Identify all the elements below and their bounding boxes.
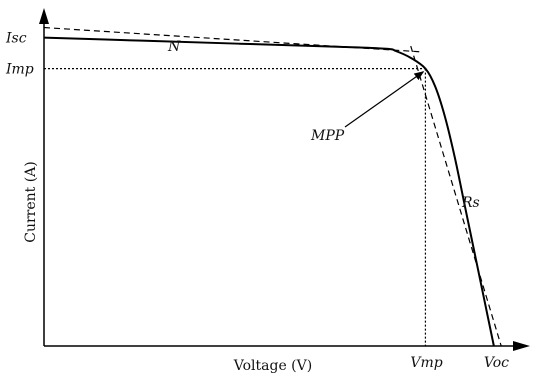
annotation-rs: Rs (461, 195, 480, 211)
annotation-mpp: MPP (310, 128, 345, 144)
x-axis-title: Voltage (V) (233, 358, 312, 373)
rs-tangent-line (410, 45, 502, 347)
annotation-n: N (167, 39, 181, 55)
mpp-arrow (344, 71, 425, 128)
x-axis-arrowhead (513, 341, 530, 351)
y-tick-label-imp: Imp (5, 62, 34, 78)
y-tick-label-isc: Isc (5, 31, 27, 47)
x-tick-label-voc: Voc (484, 355, 509, 371)
x-tick-label-vmp: Vmp (410, 355, 442, 371)
y-axis-arrowhead (39, 8, 49, 24)
y-axis-title: Current (A) (23, 161, 39, 243)
iv-curve-line (43, 36, 495, 347)
